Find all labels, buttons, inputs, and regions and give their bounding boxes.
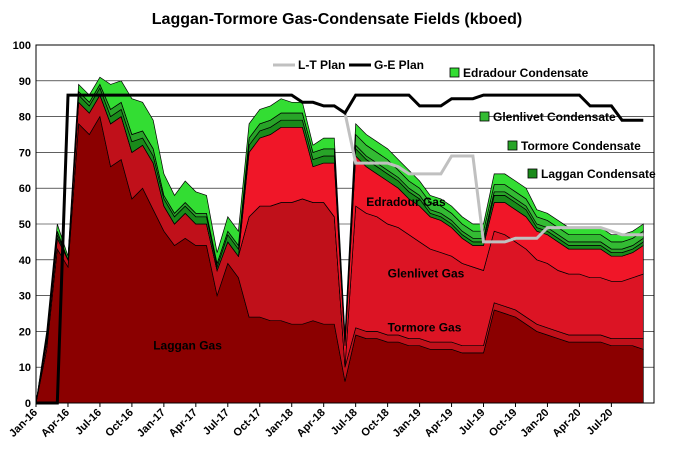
series-labels: Laggan Gas Tormore Gas Glenlivet Gas Edrado… [153,195,464,352]
legend-area-swatch [479,111,490,122]
series-label-edradour-gas: Edradour Gas [366,195,446,209]
x-tick-label: Jan-16 [7,407,40,440]
y-tick-label: 0 [25,398,31,410]
y-tick-label: 70 [19,147,31,159]
line-l-t-plan [343,112,644,244]
x-tick-label: Jan-17 [135,407,168,440]
x-tick-label: Jan-19 [391,407,424,440]
y-tick-label: 80 [19,112,31,124]
y-tick-label: 30 [19,291,31,303]
y-tick-label: 90 [19,76,31,88]
x-tick-label: Jul-20 [585,407,616,438]
y-tick-label: 10 [19,362,31,374]
chart-title: Laggan-Tormore Gas-Condensate Fields (kb… [152,11,522,28]
x-tick-label: Oct-17 [231,407,264,440]
y-tick-label: 20 [19,326,31,338]
x-tick-label: Oct-18 [359,407,392,440]
x-tick-label: Jul-17 [201,407,232,438]
legend-area-label: Edradour Condensate [463,66,589,80]
line-g-e-plan [36,93,644,405]
x-tick-label: Jul-19 [457,407,488,438]
series-label-glenlivet-gas: Glenlivet Gas [388,267,465,281]
legend-area-label: Laggan Condensate [541,167,656,181]
x-tick-label: Apr-19 [423,407,456,440]
legend-line-label: L-T Plan [298,58,345,72]
series-label-laggan-gas: Laggan Gas [153,338,222,352]
plot-frame [35,44,655,404]
legend-line-label: G-E Plan [374,58,424,72]
legend-area-label: Glenlivet Condensate [493,110,616,124]
x-tick-label: Jul-18 [329,407,360,438]
x-tick-label: Oct-19 [487,407,520,440]
x-tick-label: Jan-18 [263,407,296,440]
legend-area-swatch [507,140,518,151]
legend-area-swatch [449,67,460,78]
series-label-tormore-gas: Tormore Gas [388,320,462,334]
legend-area-swatch [527,168,538,179]
y-tick-label: 40 [19,255,31,267]
y-tick-label: 50 [19,219,31,231]
y-axis: 0 10 20 30 40 50 60 70 80 90 100 [13,40,31,410]
x-tick-label: Apr-18 [295,407,328,440]
x-tick-label: Apr-16 [39,407,72,440]
x-tick-label: Jan-20 [518,407,551,440]
area-series [35,76,644,404]
y-tick-label: 60 [19,183,31,195]
legend-area-label: Tormore Condensate [521,139,641,153]
legend: L-T Plan G-E Plan Edradour Condensate Glenl… [273,58,656,181]
x-tick-label: Oct-16 [103,407,136,440]
x-tick-label: Apr-17 [167,407,200,440]
x-tick-label: Jul-16 [73,407,104,438]
area-edradour-condensate [35,76,644,404]
x-tick-label: Apr-20 [550,407,583,440]
plan-lines [36,93,644,405]
y-tick-label: 100 [13,40,31,52]
